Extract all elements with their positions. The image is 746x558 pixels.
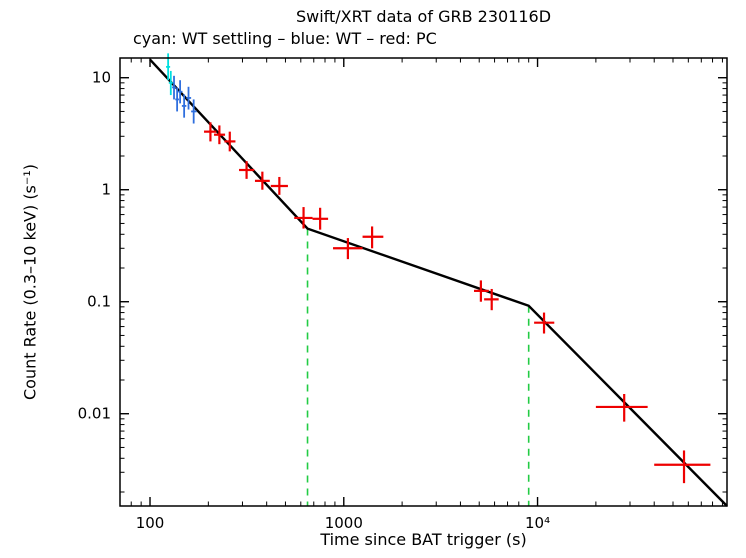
y-tick-label: 0.01	[78, 405, 111, 423]
y-axis-title: Count Rate (0.3–10 keV) (s⁻¹)	[20, 164, 40, 400]
x-tick-label: 1000	[325, 514, 363, 532]
x-axis-title: Time since BAT trigger (s)	[320, 530, 527, 549]
y-tick-label: 10	[92, 69, 111, 87]
fit-line-path	[149, 58, 728, 507]
series-pc	[204, 122, 711, 484]
plot-border	[119, 57, 728, 507]
x-tick-label: 100	[136, 514, 165, 532]
break-lines	[306, 228, 530, 506]
series-wt-settling	[166, 53, 173, 96]
y-tick-label: 1	[101, 181, 111, 199]
y-tick-label: 0.1	[87, 293, 111, 311]
x-tick-label: 10⁴	[525, 514, 550, 532]
plot-frame	[119, 57, 728, 507]
chart-legend-text: cyan: WT settling – blue: WT – red: PC	[133, 29, 437, 48]
chart-title: Swift/XRT data of GRB 230116D	[295, 7, 552, 26]
series-wt	[172, 75, 197, 124]
tick-labels: 100 1000 10⁴ 10 1 0.1 0.01	[78, 69, 551, 532]
fit-line	[149, 58, 728, 507]
